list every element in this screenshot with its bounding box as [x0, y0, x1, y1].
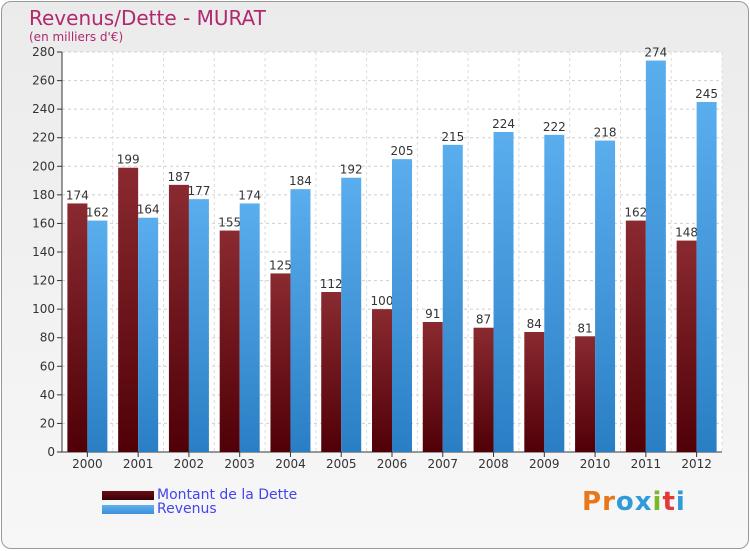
- bar-revenus: [442, 144, 463, 452]
- data-label-revenus: 184: [289, 174, 312, 188]
- x-tick-label: 2003: [224, 457, 255, 471]
- legend: Montant de la Dette Revenus: [102, 488, 297, 516]
- bar-dette: [118, 167, 139, 452]
- bar-dette: [625, 220, 646, 452]
- chart-title: Revenus/Dette - MURAT: [29, 6, 266, 30]
- bar-dette: [219, 230, 240, 452]
- data-label-revenus: 174: [238, 188, 261, 202]
- logo-letter: o: [615, 487, 635, 517]
- data-label-revenus: 274: [644, 46, 667, 60]
- bar-dette: [321, 292, 342, 452]
- data-label-dette: 155: [218, 216, 241, 230]
- data-label-dette: 148: [675, 226, 698, 240]
- y-tick-label: 160: [32, 216, 55, 230]
- y-tick-label: 280: [32, 45, 55, 59]
- x-tick-label: 2011: [631, 457, 662, 471]
- data-label-dette: 112: [320, 277, 343, 291]
- x-tick-label: 2001: [123, 457, 154, 471]
- y-tick-label: 140: [32, 245, 55, 259]
- data-label-dette: 81: [577, 321, 592, 335]
- data-label-dette: 199: [117, 153, 140, 167]
- x-tick-label: 2005: [326, 457, 357, 471]
- bar-revenus: [341, 177, 362, 452]
- x-tick-label: 2006: [377, 457, 408, 471]
- data-label-revenus: 164: [137, 203, 160, 217]
- data-label-revenus: 192: [340, 163, 363, 177]
- y-tick-label: 0: [47, 445, 55, 459]
- proxiti-logo: Proxiti: [582, 487, 686, 517]
- bar-revenus: [595, 140, 616, 453]
- data-label-revenus: 215: [441, 130, 464, 144]
- data-label-revenus: 218: [594, 126, 617, 140]
- x-tick-label: 2000: [72, 457, 103, 471]
- data-label-dette: 174: [66, 188, 89, 202]
- bar-revenus: [290, 189, 311, 452]
- legend-swatch-revenus: [102, 504, 154, 514]
- bar-dette: [676, 240, 697, 452]
- logo-letter: P: [582, 487, 603, 517]
- bar-revenus: [696, 102, 717, 452]
- bar-revenus: [645, 60, 666, 452]
- data-label-dette: 91: [425, 307, 440, 321]
- y-tick-label: 260: [32, 74, 55, 88]
- logo-letter: x: [634, 487, 653, 517]
- bar-revenus: [188, 199, 209, 452]
- bar-dette: [422, 322, 443, 452]
- y-tick-label: 20: [40, 416, 55, 430]
- x-tick-label: 2009: [529, 457, 560, 471]
- y-tick-label: 180: [32, 188, 55, 202]
- bar-revenus: [544, 134, 565, 452]
- y-tick-label: 120: [32, 274, 55, 288]
- bar-dette: [168, 184, 189, 452]
- bar-dette: [473, 327, 494, 452]
- data-label-revenus: 177: [187, 184, 210, 198]
- data-label-dette: 84: [527, 317, 542, 331]
- data-label-revenus: 224: [492, 117, 515, 131]
- bar-revenus: [493, 132, 514, 452]
- data-label-dette: 87: [476, 313, 491, 327]
- bar-dette: [575, 336, 596, 452]
- bar-revenus: [239, 203, 260, 452]
- data-label-dette: 187: [167, 170, 190, 184]
- data-label-revenus: 162: [86, 206, 109, 220]
- data-label-dette: 100: [371, 294, 394, 308]
- y-tick-label: 100: [32, 302, 55, 316]
- y-tick-label: 240: [32, 102, 55, 116]
- data-label-revenus: 222: [543, 120, 566, 134]
- y-tick-label: 80: [40, 331, 55, 345]
- bar-dette: [372, 309, 392, 452]
- bar-revenus: [87, 220, 108, 452]
- legend-swatch-dette: [102, 490, 154, 500]
- bar-dette: [524, 332, 545, 452]
- chart-subtitle: (en milliers d'€): [29, 30, 124, 44]
- y-tick-label: 60: [40, 359, 55, 373]
- bar-revenus: [138, 217, 159, 452]
- bar-dette: [67, 203, 88, 452]
- y-tick-label: 220: [32, 131, 55, 145]
- x-tick-label: 2002: [174, 457, 205, 471]
- x-tick-label: 2004: [275, 457, 306, 471]
- x-tick-label: 2007: [427, 457, 458, 471]
- y-tick-label: 200: [32, 159, 55, 173]
- x-tick-label: 2010: [580, 457, 611, 471]
- logo-letter: r: [602, 487, 616, 517]
- legend-item-dette: Montant de la Dette: [102, 488, 297, 502]
- data-label-revenus: 205: [391, 144, 414, 158]
- legend-label-revenus: Revenus: [157, 501, 217, 517]
- logo-letter: i: [652, 487, 663, 517]
- data-label-dette: 125: [269, 258, 292, 272]
- logo-letter: i: [675, 487, 686, 517]
- bar-dette: [270, 273, 291, 452]
- bar-revenus: [392, 159, 412, 452]
- data-label-revenus: 245: [695, 87, 718, 101]
- y-tick-label: 40: [40, 388, 55, 402]
- data-label-dette: 162: [624, 206, 647, 220]
- legend-label-dette: Montant de la Dette: [157, 487, 298, 503]
- logo-letter: t: [662, 487, 676, 517]
- x-tick-label: 2008: [478, 457, 509, 471]
- x-tick-label: 2012: [681, 457, 712, 471]
- legend-item-revenus: Revenus: [102, 502, 297, 516]
